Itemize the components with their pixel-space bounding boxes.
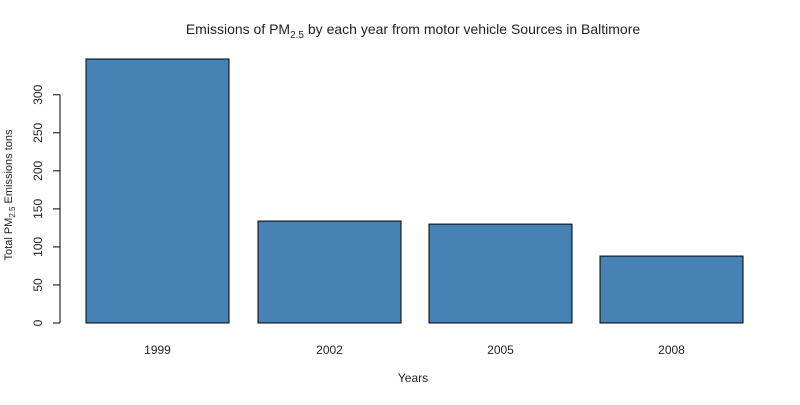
- x-axis-label: Years: [398, 371, 428, 385]
- y-axis-label-text: Total PM2.5 Emissions tons: [3, 129, 17, 260]
- x-tick-label-2002: 2002: [316, 343, 343, 357]
- y-tick-label-300: 300: [31, 84, 45, 104]
- y-axis: 0 50 100 150 200 250 300: [31, 84, 61, 326]
- bars-layer: [85, 58, 744, 324]
- chart-title: Emissions of PM2.5 by each year from mot…: [186, 21, 641, 41]
- y-axis-label-subscript: 2.5: [8, 206, 17, 218]
- y-axis-label-prefix: Total PM: [3, 218, 15, 261]
- bar-2002: [257, 220, 402, 324]
- bar-1999: [85, 58, 230, 324]
- bar-2005: [428, 223, 573, 324]
- y-tick-label-50: 50: [31, 278, 45, 292]
- x-tick-label-2005: 2005: [487, 343, 514, 357]
- chart-title-prefix: Emissions of PM: [186, 21, 290, 37]
- y-tick-label-250: 250: [31, 122, 45, 142]
- bar-2008: [599, 255, 744, 324]
- y-tick-label-100: 100: [31, 237, 45, 257]
- y-tick-label-200: 200: [31, 161, 45, 181]
- chart-title-suffix: by each year from motor vehicle Sources …: [304, 21, 640, 37]
- y-tick-label-150: 150: [31, 199, 45, 219]
- x-tick-label-1999: 1999: [144, 343, 171, 357]
- y-tick-label-0: 0: [31, 319, 45, 326]
- chart-title-subscript: 2.5: [290, 30, 304, 41]
- x-tick-label-2008: 2008: [658, 343, 685, 357]
- y-axis-label: Total PM2.5 Emissions tons: [3, 129, 17, 260]
- x-axis-tick-labels: 1999 2002 2005 2008: [144, 343, 685, 357]
- y-axis-label-suffix: Emissions tons: [3, 129, 15, 207]
